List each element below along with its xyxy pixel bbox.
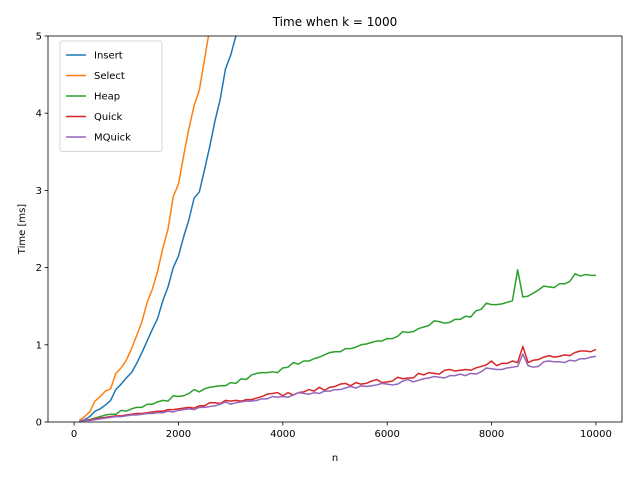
x-tick-label: 10000 [580,429,612,440]
x-tick-label: 0 [71,429,77,440]
legend-label-insert: Insert [94,51,123,62]
legend: Insert Select Heap Quick MQuick [59,40,163,152]
series-line-insert [79,36,237,422]
legend-label-select: Select [94,71,125,82]
y-tick-label: 3 [36,186,42,197]
x-tick-label: 2000 [166,429,191,440]
series-line-quick [79,345,597,422]
y-axis-label: Time [ms] [17,204,28,256]
x-tick-label: 6000 [374,429,399,440]
y-axis: 0 1 2 3 4 5 [36,32,48,429]
chart-title: Time when k = 1000 [272,15,398,29]
x-axis-label: n [332,453,338,464]
x-tick-label: 8000 [479,429,504,440]
legend-label-heap: Heap [94,92,120,103]
series-line-mquick [79,353,597,422]
legend-label-quick: Quick [94,112,122,123]
legend-box [59,40,163,152]
y-tick-label: 5 [36,32,42,43]
plot-frame [47,35,623,423]
legend-label-mquick: MQuick [94,133,131,144]
x-axis: 0 2000 4000 6000 8000 10000 [71,422,612,440]
y-tick-label: 4 [36,109,42,120]
y-tick-label: 1 [36,340,42,351]
series-line-heap [79,269,596,422]
y-tick-label: 0 [36,418,42,429]
x-tick-label: 4000 [270,429,295,440]
series-layer [78,36,597,422]
series-line-select [78,36,210,422]
y-tick-label: 2 [36,263,42,274]
